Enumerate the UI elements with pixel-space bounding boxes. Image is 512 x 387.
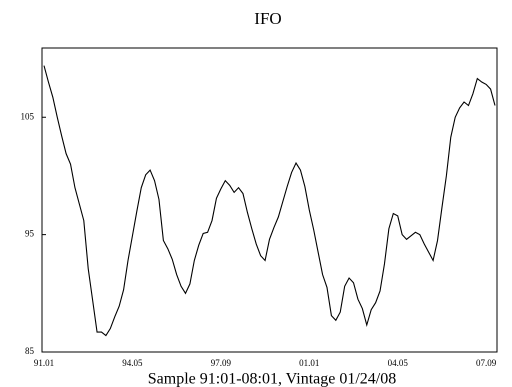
y-tick-label: 85 (25, 346, 35, 356)
x-tick-label: 91.01 (34, 358, 54, 368)
x-tick-label: 01.01 (299, 358, 319, 368)
data-line (43, 65, 496, 337)
chart-title: IFO (254, 9, 281, 28)
caption: Sample 91:01-08:01, Vintage 01/24/08 (148, 371, 397, 387)
x-tick-label: 97.09 (211, 358, 232, 368)
x-tick-label: 04.05 (388, 358, 409, 368)
y-tick-label: 95 (25, 229, 35, 239)
x-tick-label: 07.09 (476, 358, 497, 368)
plot-frame (41, 47, 498, 353)
x-tick-label: 94.05 (122, 358, 143, 368)
y-tick-label: 105 (21, 111, 35, 121)
